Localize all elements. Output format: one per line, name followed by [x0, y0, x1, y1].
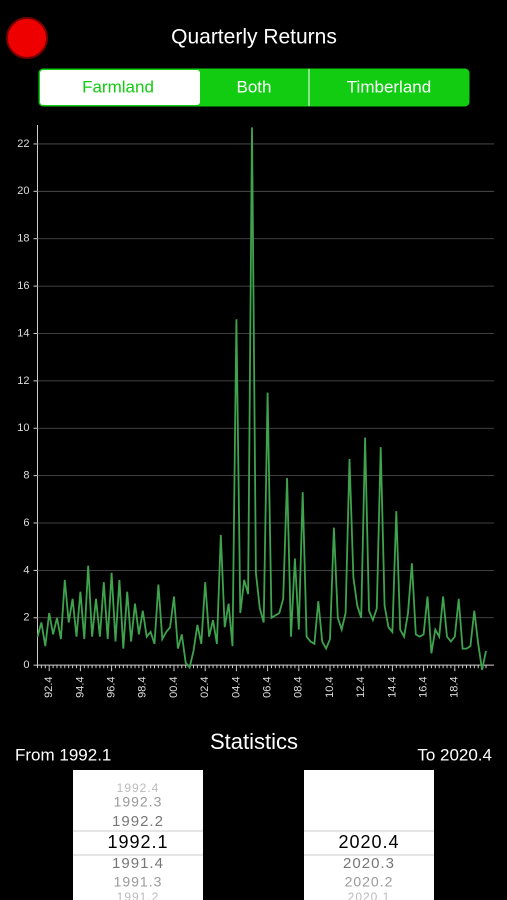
picker-item: 1991.2	[117, 890, 160, 900]
x-tick-label: 18.4	[449, 676, 461, 697]
y-tick-label: 6	[23, 517, 29, 529]
y-tick-label: 4	[23, 564, 29, 576]
x-tick-label: 94.4	[74, 676, 86, 697]
x-tick-label: 96.4	[106, 676, 118, 697]
title: Quarterly Returns	[171, 26, 337, 49]
y-tick-label: 12	[17, 375, 29, 387]
y-tick-label: 0	[23, 659, 29, 671]
segment[interactable]: Timberland	[347, 77, 431, 96]
segment[interactable]: Both	[237, 77, 272, 96]
picker-item: 1992.4	[117, 781, 160, 795]
y-tick-label: 20	[17, 185, 29, 197]
picker-item: 2020.4	[338, 832, 399, 852]
to-label: To 2020.4	[417, 745, 492, 764]
x-tick-label: 06.4	[262, 676, 274, 697]
picker-item: 1991.4	[112, 855, 164, 872]
y-tick-label: 18	[17, 233, 29, 245]
picker-item: 1991.3	[114, 874, 163, 890]
x-tick-label: 08.4	[293, 676, 305, 697]
line	[36, 127, 487, 671]
y-tick-label: 22	[17, 138, 29, 150]
x-tick-label: 16.4	[418, 676, 430, 697]
x-tick-label: 98.4	[137, 676, 149, 697]
stats-title: Statistics	[210, 729, 298, 754]
segment[interactable]: Farmland	[82, 77, 154, 96]
y-tick-label: 8	[23, 470, 29, 482]
to-picker[interactable]	[304, 770, 434, 900]
x-tick-label: 04.4	[230, 676, 242, 697]
picker-item: 1992.1	[107, 832, 168, 852]
picker-item: 1992.3	[114, 794, 163, 810]
x-tick-label: 12.4	[355, 676, 367, 697]
from-picker[interactable]	[73, 770, 203, 900]
picker-item: 1992.2	[112, 813, 164, 830]
x-tick-label: 10.4	[324, 676, 336, 697]
from-label: From 1992.1	[15, 745, 111, 764]
picker-item: 2020.2	[345, 874, 394, 890]
picker-item: 2020.3	[343, 855, 395, 872]
y-tick-label: 2	[23, 612, 29, 624]
x-tick-label: 00.4	[168, 676, 180, 697]
x-tick-label: 92.4	[43, 676, 55, 697]
x-tick-label: 02.4	[199, 676, 211, 697]
y-tick-label: 14	[17, 327, 29, 339]
x-tick-label: 14.4	[386, 676, 398, 697]
segment-selected[interactable]	[40, 70, 200, 105]
y-tick-label: 16	[17, 280, 29, 292]
record-button[interactable]	[6, 17, 48, 59]
y-tick-label: 10	[17, 422, 29, 434]
picker-item: 2020.1	[348, 890, 391, 900]
chart: 0 2 4 6 8 10 12 14 16 18 20 22 92.4 94.4 96.4 98.4 00.4 0…	[17, 125, 494, 698]
